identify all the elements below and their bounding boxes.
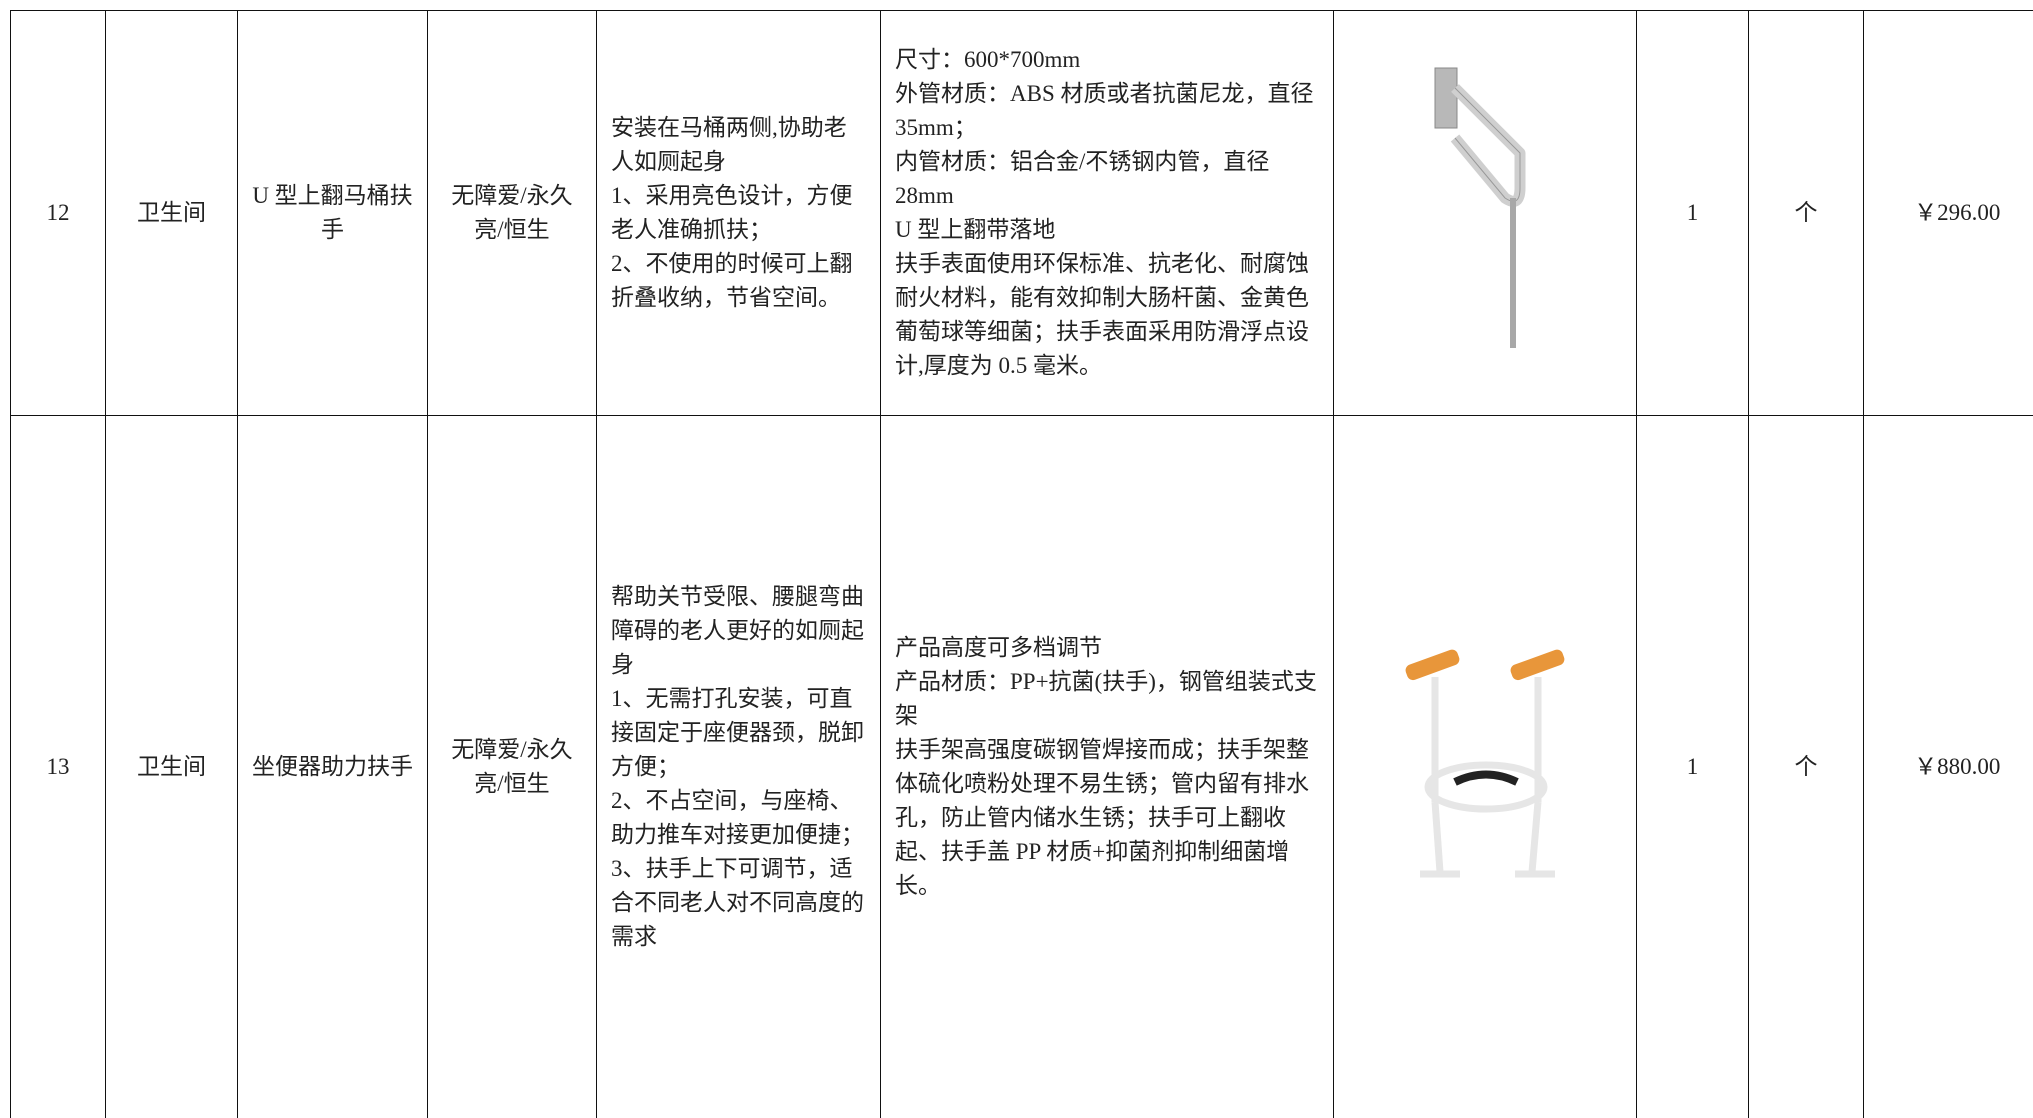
spec-cell: 产品高度可多档调节产品材质：PP+抗菌(扶手)，钢管组装式支架扶手架高强度碳钢管… bbox=[881, 416, 1334, 1118]
unit-cell: 个 bbox=[1749, 11, 1864, 416]
price-cell: ￥880.00 bbox=[1864, 416, 2033, 1118]
spec-line: 扶手架高强度碳钢管焊接而成；扶手架整体硫化喷粉处理不易生锈；管内留有排水孔，防止… bbox=[895, 733, 1321, 903]
spec-line: 扶手表面使用环保标准、抗老化、耐腐蚀耐火材料，能有效抑制大肠杆菌、金黄色葡萄球等… bbox=[895, 247, 1321, 383]
spec-line: 内管材质：铝合金/不锈钢内管，直径 28mm bbox=[895, 145, 1321, 213]
unit-cell: 个 bbox=[1749, 416, 1864, 1118]
desc-line: 2、不占空间，与座椅、助力推车对接更加便捷； bbox=[611, 784, 868, 852]
desc-line: 安装在马桶两侧,协助老人如厕起身 bbox=[611, 111, 868, 179]
desc-line: 2、不使用的时候可上翻折叠收纳，节省空间。 bbox=[611, 247, 868, 315]
toilet-frame-image bbox=[1400, 642, 1570, 882]
grab-bar-image bbox=[1425, 58, 1545, 358]
brand-cell: 无障爱/永久亮/恒生 bbox=[428, 11, 597, 416]
no-cell: 13 bbox=[11, 416, 106, 1118]
price-cell: ￥296.00 bbox=[1864, 11, 2033, 416]
area-cell: 卫生间 bbox=[106, 11, 238, 416]
area-cell: 卫生间 bbox=[106, 416, 238, 1118]
qty-cell: 1 bbox=[1637, 11, 1749, 416]
desc-line: 1、无需打孔安装，可直接固定于座便器颈，脱卸方便； bbox=[611, 682, 868, 784]
desc-line: 3、扶手上下可调节，适合不同老人对不同高度的需求 bbox=[611, 852, 868, 954]
spec-line: 外管材质：ABS 材质或者抗菌尼龙，直径 35mm； bbox=[895, 77, 1321, 145]
spec-line: 产品材质：PP+抗菌(扶手)，钢管组装式支架 bbox=[895, 665, 1321, 733]
image-cell bbox=[1334, 416, 1637, 1118]
spec-line: 产品高度可多档调节 bbox=[895, 631, 1321, 665]
brand-cell: 无障爱/永久亮/恒生 bbox=[428, 416, 597, 1118]
name-cell: U 型上翻马桶扶手 bbox=[238, 11, 428, 416]
spec-line: U 型上翻带落地 bbox=[895, 213, 1321, 247]
name-cell: 坐便器助力扶手 bbox=[238, 416, 428, 1118]
image-cell bbox=[1334, 11, 1637, 416]
no-cell: 12 bbox=[11, 11, 106, 416]
qty-cell: 1 bbox=[1637, 416, 1749, 1118]
desc-line: 1、采用亮色设计，方便老人准确抓扶； bbox=[611, 179, 868, 247]
spec-line: 尺寸：600*700mm bbox=[895, 43, 1321, 77]
desc-line: 帮助关节受限、腰腿弯曲障碍的老人更好的如厕起身 bbox=[611, 580, 868, 682]
